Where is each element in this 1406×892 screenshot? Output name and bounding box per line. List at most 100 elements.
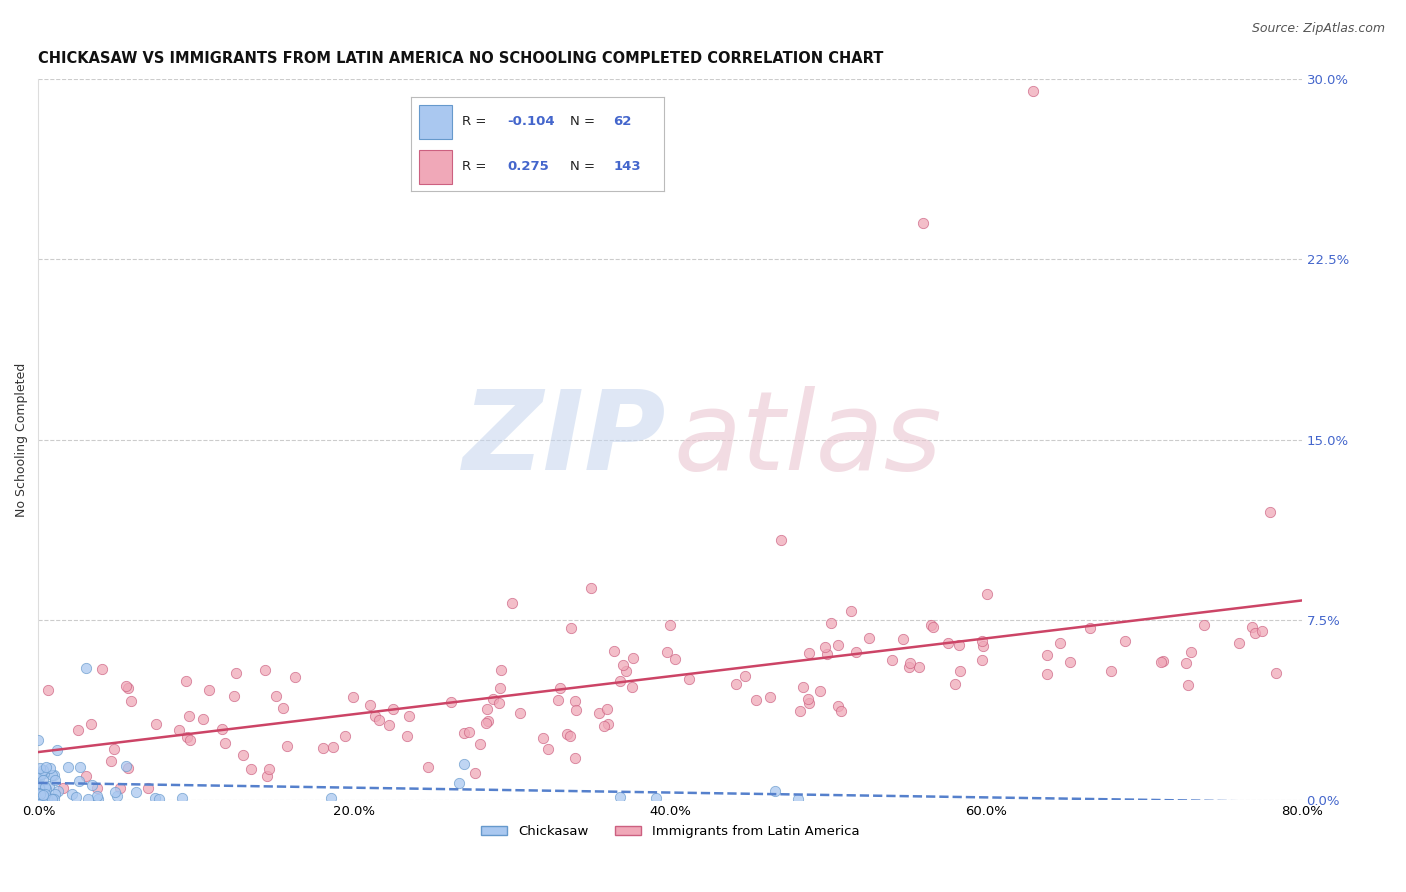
Point — [1152, 654, 1174, 668]
Point — [531, 731, 554, 745]
Point — [46, 784, 69, 798]
Text: ZIP: ZIP — [463, 386, 666, 493]
Point — [266, 689, 288, 703]
Point — [37, 683, 59, 698]
Point — [564, 703, 586, 717]
Point — [614, 664, 637, 678]
Point — [359, 698, 381, 713]
Point — [27, 786, 49, 800]
Point — [86, 780, 108, 795]
Point — [38, 761, 60, 775]
Point — [30, 761, 52, 775]
Point — [907, 660, 929, 674]
Point — [827, 638, 849, 652]
Point — [592, 719, 614, 733]
Point — [28, 771, 51, 785]
Point — [398, 709, 420, 723]
Legend: Chickasaw, Immigrants from Latin America: Chickasaw, Immigrants from Latin America — [475, 820, 865, 844]
Point — [596, 702, 619, 716]
Point — [936, 636, 959, 650]
Point — [1180, 644, 1202, 658]
Point — [120, 694, 142, 708]
Point — [28, 787, 51, 801]
Point — [28, 780, 51, 795]
Point — [28, 782, 51, 797]
Point — [1059, 655, 1081, 669]
Point — [621, 680, 644, 694]
Point — [418, 760, 440, 774]
Point — [103, 742, 125, 756]
Point — [222, 689, 245, 703]
Point — [69, 760, 91, 774]
Point — [27, 786, 49, 800]
Point — [897, 660, 920, 674]
Point — [657, 645, 679, 659]
Point — [792, 681, 814, 695]
Point — [136, 780, 159, 795]
Point — [920, 617, 942, 632]
Point — [240, 762, 263, 776]
Point — [891, 632, 914, 647]
Point — [440, 695, 463, 709]
Point — [198, 682, 221, 697]
Point — [100, 754, 122, 768]
Point — [470, 737, 492, 751]
Point — [972, 639, 994, 653]
Point — [789, 704, 811, 718]
Point — [80, 717, 103, 731]
Point — [489, 681, 512, 695]
Point — [799, 696, 821, 710]
Point — [27, 781, 49, 796]
Point — [1258, 505, 1281, 519]
Point — [488, 696, 510, 710]
Point — [46, 743, 69, 757]
Point — [32, 780, 55, 795]
Point — [734, 669, 756, 683]
Point — [34, 780, 56, 794]
Text: atlas: atlas — [673, 386, 942, 493]
Point — [911, 216, 934, 230]
Point — [609, 789, 631, 804]
Point — [1101, 664, 1123, 678]
Point — [86, 792, 108, 806]
Point — [75, 661, 97, 675]
Point — [458, 725, 481, 739]
Point — [333, 729, 356, 743]
Point — [645, 790, 668, 805]
Point — [32, 788, 55, 802]
Point — [858, 631, 880, 645]
Point — [558, 730, 581, 744]
Point — [125, 785, 148, 799]
Point — [547, 693, 569, 707]
Point — [564, 751, 586, 765]
Point — [44, 772, 66, 787]
Point — [922, 620, 945, 634]
Point — [211, 722, 233, 736]
Y-axis label: No Schooling Completed: No Schooling Completed — [15, 362, 28, 516]
Point — [145, 717, 167, 731]
Point — [814, 640, 837, 654]
Point — [453, 726, 475, 740]
Point — [1243, 626, 1265, 640]
Point — [32, 772, 55, 787]
Point — [482, 692, 505, 706]
Point — [256, 769, 278, 783]
Point — [537, 741, 560, 756]
Point — [232, 747, 254, 762]
Point — [970, 652, 993, 666]
Point — [839, 604, 862, 618]
Point — [1251, 624, 1274, 639]
Point — [948, 638, 970, 652]
Point — [148, 792, 170, 806]
Point — [28, 787, 51, 801]
Point — [35, 791, 58, 805]
Point — [41, 767, 63, 781]
Point — [214, 736, 236, 750]
Point — [257, 762, 280, 776]
Point — [609, 674, 631, 689]
Point — [1035, 666, 1057, 681]
Point — [368, 713, 391, 727]
Point — [176, 730, 198, 744]
Point — [898, 657, 921, 671]
Point — [30, 767, 52, 781]
